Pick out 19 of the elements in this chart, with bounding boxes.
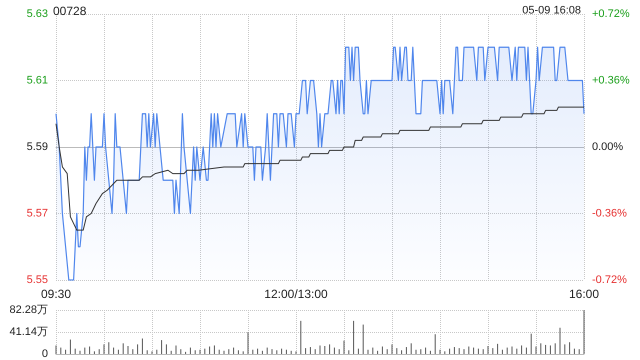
x-tick-label: 16:00	[568, 287, 600, 301]
chart-subtitle: 05-09 16:08	[522, 4, 581, 16]
y-tick-label: 5.55	[26, 274, 48, 286]
y2-tick-label: +0.36%	[592, 74, 630, 86]
y2-tick-label: -0.36%	[592, 208, 628, 220]
y2-tick-label: +0.72%	[592, 8, 630, 20]
y-tick-label: 82.28万	[9, 304, 48, 316]
y2-tick-label: -0.72%	[592, 274, 628, 286]
y-tick-label: 5.63	[26, 8, 48, 20]
chart-title: 00728	[53, 4, 87, 18]
y-tick-label: 5.61	[26, 74, 48, 86]
line-series	[56, 106, 584, 231]
x-tick-label: 09:30	[40, 287, 72, 301]
y-tick-label: 0	[42, 348, 48, 360]
x-tick-label: 12:00/13:00	[264, 287, 328, 301]
y-tick-label: 5.57	[26, 208, 48, 220]
y-tick-label: 41.14万	[9, 326, 48, 338]
y2-tick-label: 0.00%	[592, 141, 624, 153]
y-tick-label: 5.59	[26, 141, 48, 153]
